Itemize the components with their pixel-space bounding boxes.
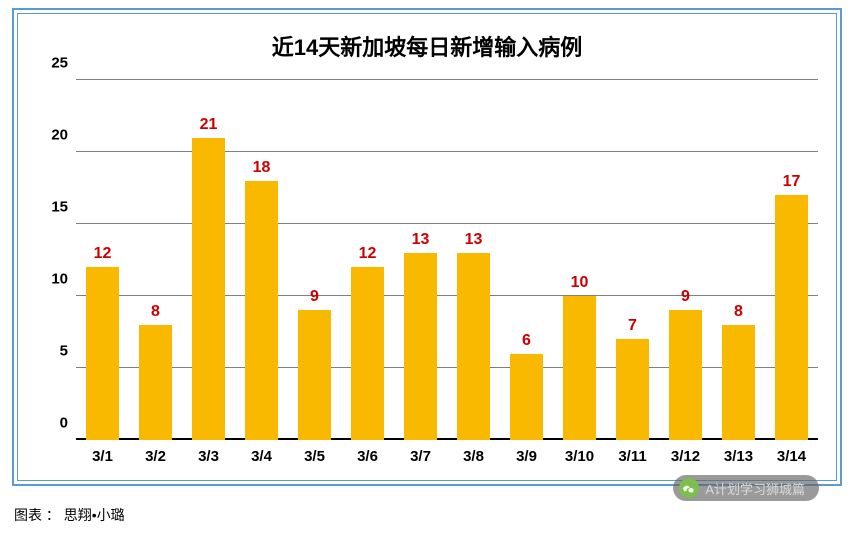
bar: 18	[245, 181, 278, 440]
bar-value-label: 21	[200, 116, 218, 134]
chart-attribution: 图表 ： 思翔•小璐	[14, 505, 125, 525]
watermark: A计划学习狮城篇	[673, 475, 819, 501]
bar-value-label: 12	[94, 245, 112, 263]
x-tick-label: 3/14	[777, 448, 806, 465]
wechat-icon	[679, 478, 699, 498]
bar-value-label: 8	[151, 303, 160, 321]
x-tick-label: 3/6	[357, 448, 378, 465]
x-tick-label: 3/2	[145, 448, 166, 465]
x-tick-label: 3/7	[410, 448, 431, 465]
bar-value-label: 17	[783, 173, 801, 191]
gridline	[76, 295, 818, 296]
y-tick-label: 10	[51, 271, 68, 288]
chart-frame: 近14天新加坡每日新增输入病例 0510152025123/183/2213/3…	[12, 8, 842, 486]
x-tick-label: 3/1	[92, 448, 113, 465]
bar: 8	[139, 325, 172, 440]
y-tick-label: 0	[60, 415, 68, 432]
bar: 21	[192, 138, 225, 440]
gridline	[76, 438, 818, 440]
y-tick-label: 15	[51, 199, 68, 216]
bar-value-label: 18	[253, 159, 271, 177]
bar-value-label: 9	[310, 288, 319, 306]
x-tick-label: 3/3	[198, 448, 219, 465]
gridline	[76, 151, 818, 152]
x-tick-label: 3/9	[516, 448, 537, 465]
y-tick-label: 20	[51, 127, 68, 144]
bar-value-label: 8	[734, 303, 743, 321]
bar-value-label: 12	[359, 245, 377, 263]
bar: 9	[669, 310, 702, 440]
bar: 12	[351, 267, 384, 440]
bar-value-label: 13	[465, 231, 483, 249]
chart-inner: 近14天新加坡每日新增输入病例 0510152025123/183/2213/3…	[17, 13, 837, 481]
bar-value-label: 7	[628, 317, 637, 335]
chart-title: 近14天新加坡每日新增输入病例	[18, 30, 836, 62]
bar-value-label: 13	[412, 231, 430, 249]
y-tick-label: 25	[51, 55, 68, 72]
bar-value-label: 9	[681, 288, 690, 306]
bar: 12	[86, 267, 119, 440]
gridline	[76, 223, 818, 224]
bar: 7	[616, 339, 649, 440]
bar: 17	[775, 195, 808, 440]
gridline	[76, 79, 818, 80]
y-tick-label: 5	[60, 343, 68, 360]
x-tick-label: 3/8	[463, 448, 484, 465]
bar-value-label: 10	[571, 274, 589, 292]
bar: 13	[404, 253, 437, 440]
watermark-text: A计划学习狮城篇	[705, 479, 805, 498]
bar: 10	[563, 296, 596, 440]
bar: 6	[510, 354, 543, 440]
gridline	[76, 367, 818, 368]
x-tick-label: 3/4	[251, 448, 272, 465]
plot-area: 0510152025123/183/2213/3183/493/5123/613…	[76, 80, 818, 440]
attribution-prefix: 图表 ：	[14, 507, 60, 523]
x-tick-label: 3/10	[565, 448, 594, 465]
attribution-author: 思翔•小璐	[64, 507, 125, 523]
bar: 9	[298, 310, 331, 440]
x-tick-label: 3/13	[724, 448, 753, 465]
bar: 13	[457, 253, 490, 440]
bar: 8	[722, 325, 755, 440]
bar-value-label: 6	[522, 332, 531, 350]
x-tick-label: 3/11	[618, 448, 646, 465]
x-tick-label: 3/12	[671, 448, 700, 465]
x-tick-label: 3/5	[304, 448, 325, 465]
